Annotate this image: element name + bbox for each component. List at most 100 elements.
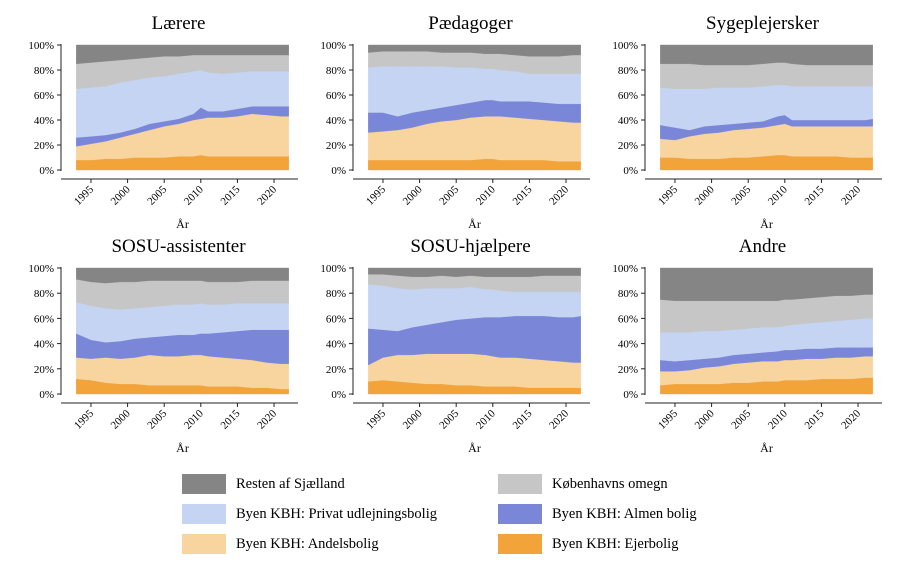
legend-item-byen-kbh-privat-udlejningsbolig: Byen KBH: Privat udlejningsbolig: [182, 504, 437, 524]
panel-andre: 0% 20% 40% 60% 80% 100% 1995 2000 2005 2010 2015 20…: [612, 236, 882, 455]
x-tick-label: 2015: [510, 183, 534, 207]
x-tick-label: 2005: [729, 183, 753, 207]
x-tick-label: 2015: [802, 407, 826, 431]
area-resten-af-sjaelland: [660, 44, 873, 66]
x-tick-label: 2005: [145, 407, 169, 431]
legend-swatch: [498, 534, 542, 554]
x-axis-label: År: [760, 441, 773, 455]
y-tick-label: 80%: [618, 65, 638, 77]
x-tick-label: 2015: [218, 407, 242, 431]
figure: 0% 20% 40% 60% 80% 100% 1995 2000 2005 2010 2015 20…: [28, 13, 882, 455]
panel-title: Lærere: [152, 13, 206, 34]
y-tick-label: 100%: [320, 40, 346, 52]
y-tick-label: 0%: [331, 165, 346, 177]
x-tick-label: 2000: [693, 407, 717, 431]
y-tick-label: 40%: [618, 115, 638, 127]
x-tick-label: 2015: [510, 407, 534, 431]
y-tick-label: 100%: [320, 263, 346, 275]
area-resten-af-sjaelland: [368, 44, 581, 57]
legend-item-resten-af-sjaelland: Resten af Sjælland: [182, 474, 345, 494]
area-resten-af-sjaelland: [660, 267, 873, 301]
y-tick-label: 80%: [326, 65, 346, 77]
x-tick-label: 2005: [437, 183, 461, 207]
x-tick-label: 2010: [182, 407, 206, 431]
x-tick-label: 2005: [729, 407, 753, 431]
x-axis-label: År: [176, 441, 189, 455]
x-tick-label: 2020: [255, 407, 279, 431]
y-tick-label: 0%: [39, 165, 54, 177]
legend-item-byen-kbh-andelsbolig: Byen KBH: Andelsbolig: [182, 534, 379, 554]
legend-label: Byen KBH: Ejerbolig: [552, 535, 679, 552]
y-tick-label: 20%: [618, 364, 638, 376]
legend-swatch: [182, 534, 226, 554]
y-tick-label: 60%: [34, 90, 54, 102]
legend-label: Byen KBH: Andelsbolig: [236, 535, 379, 552]
x-tick-label: 1995: [364, 407, 388, 431]
x-tick-label: 2000: [693, 183, 717, 207]
x-tick-label: 2020: [547, 407, 571, 431]
panel-title: Andre: [739, 236, 786, 257]
x-tick-label: 2000: [401, 407, 425, 431]
area-resten-af-sjaelland: [76, 267, 289, 284]
x-tick-label: 2015: [802, 183, 826, 207]
y-tick-label: 60%: [326, 90, 346, 102]
x-tick-label: 2020: [839, 183, 863, 207]
y-tick-label: 100%: [612, 40, 638, 52]
y-tick-label: 40%: [34, 339, 54, 351]
x-axis-label: År: [468, 217, 481, 231]
panel-sosu-assistenter: 0% 20% 40% 60% 80% 100% 1995 2000 2005 2010 2015 20…: [28, 236, 298, 455]
x-tick-label: 1995: [364, 183, 388, 207]
y-tick-label: 20%: [34, 140, 54, 152]
y-tick-label: 100%: [28, 263, 54, 275]
y-tick-label: 20%: [34, 364, 54, 376]
y-tick-label: 100%: [28, 40, 54, 52]
x-tick-label: 2020: [547, 183, 571, 207]
y-tick-label: 0%: [39, 389, 54, 401]
y-tick-label: 40%: [326, 115, 346, 127]
y-tick-label: 80%: [326, 288, 346, 300]
x-tick-label: 2010: [474, 183, 498, 207]
x-tick-label: 2010: [766, 407, 790, 431]
x-tick-label: 1995: [656, 183, 680, 207]
x-tick-label: 2000: [401, 183, 425, 207]
y-tick-label: 0%: [623, 165, 638, 177]
x-tick-label: 2000: [109, 183, 133, 207]
y-tick-label: 40%: [34, 115, 54, 127]
x-tick-label: 2010: [182, 183, 206, 207]
x-tick-label: 2005: [437, 407, 461, 431]
area-resten-af-sjaelland: [368, 267, 581, 278]
y-tick-label: 20%: [618, 140, 638, 152]
legend-swatch: [498, 504, 542, 524]
legend-label: Byen KBH: Privat udlejningsbolig: [236, 505, 437, 522]
legend-swatch: [182, 474, 226, 494]
panel-title: Sygeplejersker: [706, 13, 820, 34]
x-tick-label: 2015: [218, 183, 242, 207]
legend-label: Resten af Sjælland: [236, 475, 345, 492]
y-tick-label: 40%: [618, 339, 638, 351]
y-tick-label: 0%: [331, 389, 346, 401]
y-tick-label: 60%: [34, 313, 54, 325]
legend-swatch: [498, 474, 542, 494]
x-tick-label: 2010: [766, 183, 790, 207]
y-tick-label: 100%: [612, 263, 638, 275]
legend-label: Byen KBH: Almen bolig: [552, 505, 697, 522]
panel-title: SOSU-hjælpere: [410, 236, 530, 257]
x-axis-label: År: [760, 217, 773, 231]
y-tick-label: 80%: [34, 65, 54, 77]
legend-item-koebenhavns-omegn: Københavns omegn: [498, 474, 668, 494]
y-tick-label: 20%: [326, 364, 346, 376]
panel-sosu-hjaelpere: 0% 20% 40% 60% 80% 100% 1995 2000 2005 2010 2015 20…: [320, 236, 590, 455]
y-tick-label: 60%: [618, 90, 638, 102]
y-tick-label: 40%: [326, 339, 346, 351]
panel-title: SOSU-assistenter: [111, 236, 246, 257]
x-tick-label: 2020: [255, 183, 279, 207]
x-tick-label: 2000: [109, 407, 133, 431]
area-resten-af-sjaelland: [76, 44, 289, 65]
y-tick-label: 60%: [618, 313, 638, 325]
panel-title: Pædagoger: [428, 13, 513, 34]
x-tick-label: 1995: [72, 183, 96, 207]
panel-sygeplejersker: 0% 20% 40% 60% 80% 100% 1995 2000 2005 2010 2015 20…: [612, 13, 882, 231]
legend-swatch: [182, 504, 226, 524]
y-tick-label: 80%: [34, 288, 54, 300]
x-tick-label: 1995: [72, 407, 96, 431]
